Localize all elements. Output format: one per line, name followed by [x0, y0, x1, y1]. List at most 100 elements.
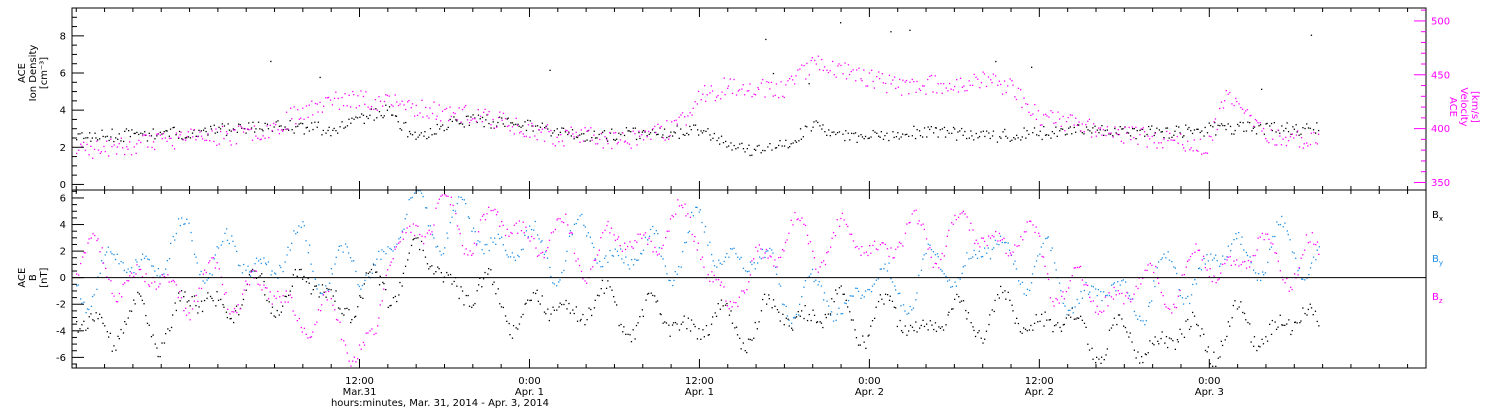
data-point-bz — [817, 271, 819, 273]
data-point-ion-density — [720, 135, 723, 137]
time-tick-label: 12:00 — [345, 376, 374, 387]
data-point-bx — [1240, 301, 1242, 303]
data-point-by — [126, 271, 128, 273]
data-point-ion-density — [1028, 133, 1030, 135]
data-point-bz — [974, 242, 976, 245]
data-point-bz — [1155, 265, 1157, 268]
data-point-ion-density — [395, 115, 398, 117]
data-point-bz — [935, 263, 938, 265]
data-point-bz — [423, 242, 425, 245]
data-point-velocity — [538, 129, 540, 131]
data-point-ion-density — [252, 121, 254, 123]
data-point-bz — [115, 301, 118, 303]
data-point-velocity — [1116, 133, 1118, 135]
data-point-bx — [568, 302, 570, 305]
data-point-ion-density — [541, 122, 543, 124]
data-point-bz — [523, 232, 525, 234]
data-point-velocity — [930, 74, 933, 77]
data-point-bz — [687, 213, 689, 215]
data-point-bz — [538, 254, 540, 256]
data-point-bx — [174, 302, 176, 304]
data-point-ion-density — [449, 118, 451, 121]
data-point-ion-density — [1310, 34, 1313, 36]
data-point-bx — [974, 335, 977, 338]
data-point-bz — [997, 240, 999, 242]
data-point-bx — [1046, 319, 1048, 321]
data-point-bx — [525, 302, 527, 304]
data-point-by — [1276, 221, 1278, 223]
data-point-ion-density — [1312, 129, 1315, 131]
data-point-bx — [1153, 344, 1155, 346]
data-point-velocity — [1189, 149, 1191, 151]
data-point-ion-density — [1031, 66, 1033, 68]
data-point-by — [260, 262, 262, 265]
data-point-by — [280, 266, 282, 269]
data-point-by — [587, 232, 589, 234]
data-point-bx — [605, 287, 608, 289]
value-tick-label: 2 — [60, 247, 66, 258]
data-point-bz — [1238, 265, 1240, 267]
data-point-ion-density — [1056, 135, 1058, 137]
data-point-bx — [1265, 336, 1267, 338]
data-point-by — [672, 284, 674, 287]
data-point-bx — [1052, 331, 1054, 333]
data-point-bz — [897, 246, 899, 248]
data-point-ion-density — [520, 126, 522, 128]
data-point-bz — [1153, 271, 1155, 274]
data-point-by — [1087, 293, 1090, 295]
data-point-bz — [1227, 256, 1229, 258]
data-point-bz — [1097, 313, 1099, 315]
data-point-ion-density — [1270, 122, 1273, 125]
data-point-bz — [83, 251, 85, 254]
data-point-bx — [591, 314, 593, 317]
data-point-bz — [1085, 284, 1087, 286]
data-point-ion-density — [255, 128, 257, 130]
data-point-by — [479, 241, 481, 243]
data-point-bz — [715, 279, 717, 281]
data-point-by — [973, 249, 975, 252]
data-point-ion-density — [812, 126, 814, 128]
data-point-bz — [504, 234, 507, 237]
data-point-ion-density — [1190, 130, 1192, 132]
data-point-ion-density — [1175, 125, 1178, 127]
data-point-by — [713, 265, 716, 267]
data-point-bx — [234, 310, 237, 312]
data-point-ion-density — [232, 128, 234, 130]
data-point-ion-density — [916, 129, 918, 131]
data-point-by — [751, 263, 753, 266]
data-point-by — [941, 270, 943, 272]
data-point-velocity — [1285, 136, 1287, 138]
data-point-ion-density — [944, 136, 947, 138]
data-point-velocity — [609, 132, 611, 134]
data-point-velocity — [429, 107, 431, 109]
data-point-bx — [1201, 328, 1203, 330]
data-point-bx — [291, 285, 293, 287]
data-point-bx — [178, 292, 180, 294]
data-point-bz — [1267, 233, 1269, 235]
data-point-by — [1019, 283, 1022, 285]
data-point-by — [410, 197, 412, 199]
data-point-by — [602, 265, 604, 268]
data-point-bz — [101, 247, 103, 249]
data-point-ion-density — [81, 132, 83, 134]
data-point-ion-density — [906, 133, 908, 135]
data-point-bz — [520, 230, 523, 232]
data-point-by — [286, 254, 288, 256]
data-point-by — [538, 238, 540, 240]
data-point-bx — [460, 286, 462, 288]
data-point-by — [1015, 268, 1018, 270]
data-point-bx — [1005, 298, 1007, 300]
value-tick-label: 0 — [60, 180, 66, 191]
data-point-velocity — [1238, 103, 1240, 105]
data-point-ion-density — [1129, 135, 1132, 137]
data-point-velocity — [573, 136, 575, 138]
data-point-velocity — [251, 139, 254, 141]
data-point-bx — [705, 325, 708, 327]
data-point-by — [143, 257, 146, 259]
data-point-by — [559, 279, 561, 281]
data-point-ion-density — [1166, 127, 1169, 129]
data-point-bx — [804, 305, 806, 307]
data-point-ion-density — [504, 125, 506, 127]
data-point-by — [76, 285, 78, 287]
data-point-by — [358, 285, 361, 288]
